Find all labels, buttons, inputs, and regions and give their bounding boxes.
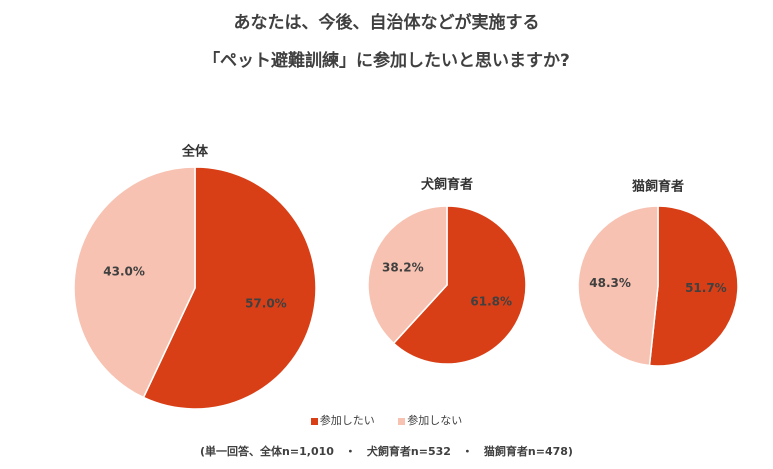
pie-2-slice-not-participate — [367, 205, 448, 345]
pie-1-slice-participate — [142, 166, 317, 410]
legend-label-not-participate: 参加しない — [407, 414, 463, 427]
legend-label-participate: 参加したい — [319, 414, 375, 427]
legend-item-participate: 参加したい — [310, 412, 375, 428]
pie-2-label-not-participate: 38.2% — [382, 260, 424, 274]
chart-title-line2: 「ペット避難訓練」に参加したいと思いますか? — [203, 51, 570, 71]
pie-1-label-not-participate: 43.0% — [103, 265, 145, 279]
chart-title-line1: あなたは、今後、自治体などが実施する — [233, 13, 540, 33]
pie-1-slice-not-participate — [73, 166, 196, 399]
legend-item-not-participate: 参加しない — [398, 412, 462, 428]
pie-1-title: 全体 — [181, 144, 209, 160]
pie-2-slice-participate — [392, 205, 527, 365]
pie-2-label-participate: 61.8% — [470, 295, 512, 309]
pie-1-label-participate: 57.0% — [245, 296, 287, 310]
legend-swatch-not-participate — [398, 417, 406, 425]
pie-3-slice-not-participate — [577, 205, 659, 367]
pie-3-slice-participate — [648, 205, 739, 367]
pie-3-label-not-participate: 48.3% — [589, 276, 631, 290]
legend-swatch-participate — [310, 417, 318, 425]
legend: 参加したい 参加しない — [0, 412, 773, 428]
sample-note: (単一回答、全体n=1,010 ・ 犬飼育者n=532 ・ 猫飼育者n=478) — [200, 445, 573, 458]
pie-3-label-participate: 51.7% — [685, 281, 727, 295]
pie-2-title: 犬飼育者 — [421, 177, 473, 193]
pie-3-title: 猫飼育者 — [632, 179, 684, 195]
